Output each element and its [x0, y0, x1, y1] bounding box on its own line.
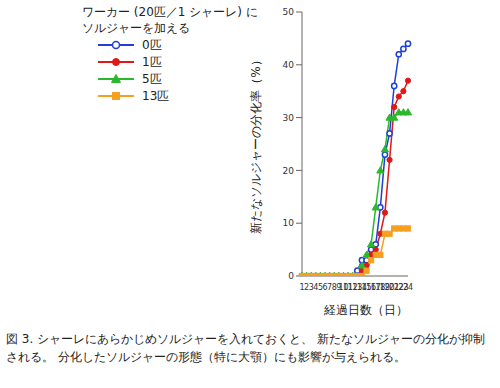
html-text:13匹: 13匹: [142, 88, 170, 103]
html-text:ソルジャーを加える: ソルジャーを加える: [82, 21, 190, 35]
html-text:図 3. シャーレにあらかじめソルジャーを入れておくと、 新: 図 3. シャーレにあらかじめソルジャーを入れておくと、 新たなソルジャーの分化…: [6, 332, 485, 364]
svg-text:0: 0: [288, 271, 294, 281]
svg-text:新たなソルジャーの分化率（%）: 新たなソルジャーの分化率（%）: [249, 54, 263, 233]
html-text:1 2 3 4 5 6 7 8 9: 1 2 3 4 5 6 7 8 9: [299, 282, 342, 292]
svg-text:50: 50: [283, 7, 295, 17]
svg-text:10: 10: [283, 218, 295, 228]
svg-text:40: 40: [283, 60, 295, 70]
html-text:0匹: 0匹: [142, 37, 162, 52]
html-text:ワーカー (20匹／1 シャーレ) に: ワーカー (20匹／1 シャーレ) に: [82, 5, 258, 19]
html-text:1匹: 1匹: [142, 54, 162, 69]
svg-text:20: 20: [283, 166, 295, 176]
svg-text:30: 30: [283, 113, 295, 123]
svg-text:経過日数（日）: 経過日数（日）: [323, 303, 408, 317]
html-text:5匹: 5匹: [142, 71, 162, 86]
svg-text:24: 24: [403, 283, 413, 292]
